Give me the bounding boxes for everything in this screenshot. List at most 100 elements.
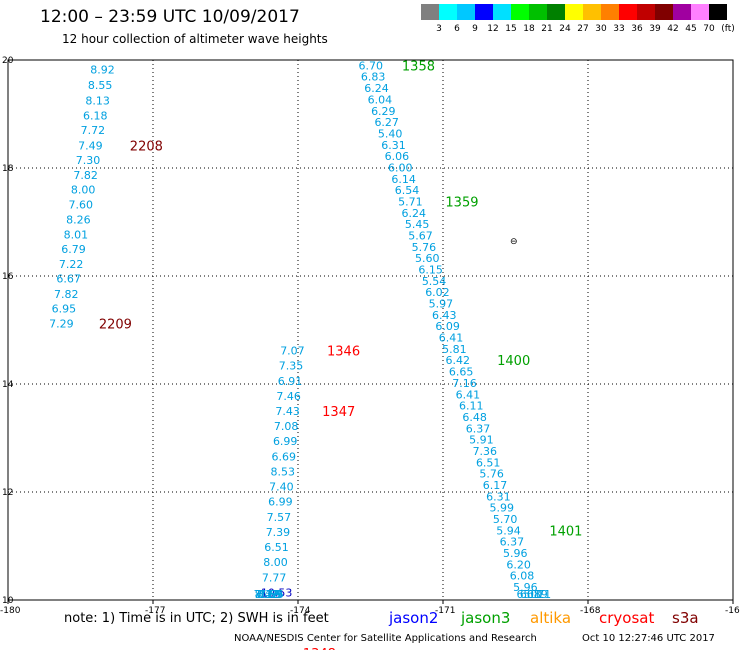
colorbar-swatch (457, 4, 475, 20)
wave-height-value: 6.07 (520, 588, 545, 601)
wave-height-value: 7.69 (258, 588, 283, 601)
colorbar-swatch (529, 4, 547, 20)
wave-height-value: 6.48 (462, 411, 487, 424)
colorbar-label: 24 (559, 24, 571, 34)
lat-tick-label: 18 (2, 164, 14, 174)
wave-height-value: 7.72 (81, 124, 106, 137)
wave-height-value: 6.20 (506, 558, 531, 571)
wave-height-value: 6.17 (483, 479, 508, 492)
wave-height-value: 6.14 (391, 173, 416, 186)
wave-height-value: 7.30 (76, 154, 101, 167)
wave-height-value: 10.53 (261, 586, 293, 599)
wave-height-value: 7.60 (69, 199, 94, 212)
lat-tick-label: 20 (2, 56, 14, 66)
colorbar-swatch (493, 4, 511, 20)
wave-height-value: 7.57 (267, 511, 292, 524)
wave-height-value: 7.95 (259, 588, 284, 601)
wave-height-value: 5.71 (398, 195, 423, 208)
wave-height-value: 6.83 (361, 71, 386, 84)
note-text: note: 1) Time is in UTC; 2) SWH is in fe… (64, 611, 329, 626)
legend-cryosat: cryosat (599, 609, 655, 627)
lat-tick-label: 12 (2, 488, 13, 498)
legend-s3a: s3a (672, 609, 699, 627)
wave-height-value: 7.82 (54, 288, 79, 301)
lon-tick-label: -180 (0, 606, 21, 616)
colorbar-swatch (637, 4, 655, 20)
wave-height-value: 8.13 (85, 95, 110, 108)
wave-height-value: 6.04 (368, 93, 393, 106)
pass-time-label: 1359 (445, 195, 478, 210)
wave-height-value: 6.02 (425, 286, 450, 299)
colorbar-swatch (691, 4, 709, 20)
colorbar-label: 21 (541, 24, 553, 34)
wave-height-value: 7.47 (254, 588, 279, 601)
wave-height-value: 8.32 (255, 588, 279, 601)
colorbar-unit: (ft) (721, 24, 735, 34)
wave-height-value: 5.89 (523, 588, 548, 601)
lat-tick-label: 10 (2, 596, 14, 606)
wave-height-value: 7.46 (276, 390, 301, 403)
colorbar-label: 9 (472, 24, 478, 34)
wave-height-value: 8.00 (263, 556, 288, 569)
pass-time-label: 1400 (497, 354, 530, 369)
wave-height-value: 6.11 (527, 588, 552, 601)
wave-height-value: 7.77 (262, 571, 287, 584)
wave-height-value: 6.69 (272, 450, 297, 463)
wave-height-value: 6.99 (273, 435, 298, 448)
wave-height-value: 6.65 (449, 366, 474, 379)
wave-height-value: 6.99 (268, 496, 293, 509)
colorbar-label: 70 (703, 24, 715, 34)
legend-jason2: jason2 (389, 609, 439, 627)
wave-height-value: 5.96 (503, 547, 528, 560)
wave-height-value: 6.79 (61, 243, 86, 256)
colorbar-label: 15 (505, 24, 517, 34)
wave-height-value: 5.70 (493, 513, 518, 526)
colorbar-label: 30 (595, 24, 607, 34)
wave-height-value: 6.95 (52, 302, 76, 315)
colorbar-swatch (619, 4, 637, 20)
lon-tick-label: -171 (435, 606, 455, 616)
wave-height-value: 7.40 (269, 481, 294, 494)
wave-height-value: 7.08 (274, 420, 299, 433)
colorbar-swatch (673, 4, 691, 20)
pass-time-label: 1347 (322, 405, 355, 420)
wave-height-value: 7.82 (73, 169, 98, 182)
colorbar-swatch (709, 4, 727, 20)
colorbar-label: 45 (685, 24, 697, 34)
pass-time-label: 1348 (303, 647, 336, 650)
wave-height-value: 6.51 (264, 541, 289, 554)
wave-height-value: 5.67 (408, 230, 433, 243)
wave-height-value: 6.41 (456, 388, 481, 401)
colorbar-label: 27 (577, 24, 589, 34)
lon-tick-label: -174 (290, 606, 311, 616)
page-subtitle: 12 hour collection of altimeter wave hei… (62, 32, 328, 46)
wave-height-value: 7.36 (473, 445, 498, 458)
wave-height-value: 7.15 (256, 588, 281, 601)
wave-height-value: 5.97 (429, 298, 454, 311)
wave-height-value: 8.55 (88, 79, 113, 92)
wave-height-value: 7.07 (280, 345, 305, 358)
wave-height-value: 6.06 (385, 150, 410, 163)
wave-height-value: 6.42 (446, 354, 471, 367)
map-frame (7, 59, 734, 601)
wave-height-value: 7.43 (275, 405, 300, 418)
wave-height-value: 7.35 (279, 360, 304, 373)
wave-height-value: 6.24 (364, 82, 389, 95)
wave-height-value: 8.00 (71, 184, 96, 197)
colorbar-swatch (421, 4, 439, 20)
wave-height-value: 8.01 (64, 228, 89, 241)
colorbar-label: 42 (667, 24, 679, 34)
wave-height-value: 8.53 (271, 465, 296, 478)
page-title: 12:00 – 23:59 UTC 10/09/2017 (40, 7, 300, 27)
colorbar-swatch (655, 4, 673, 20)
colorbar-swatch (601, 4, 619, 20)
wave-height-value: 5.91 (469, 434, 494, 447)
wave-height-value: 8.26 (66, 213, 91, 226)
wave-height-value: 6.09 (435, 320, 460, 333)
wave-height-value: 6.51 (476, 456, 501, 469)
wave-height-value: 7.39 (266, 526, 291, 539)
wave-height-value: 6.11 (459, 400, 484, 413)
wave-height-value: 5.76 (479, 468, 504, 481)
colorbar-swatch (439, 4, 457, 20)
